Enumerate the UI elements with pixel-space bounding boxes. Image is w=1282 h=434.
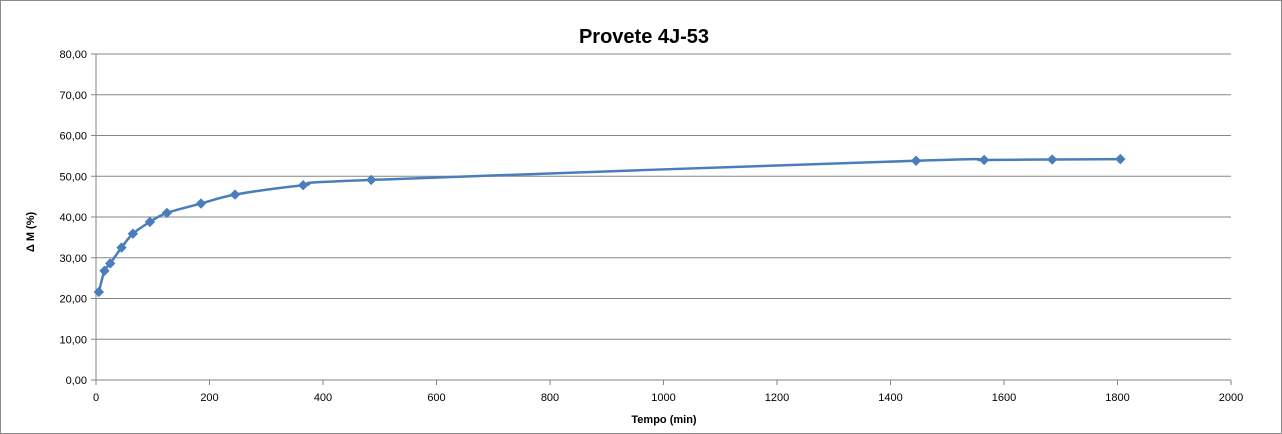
x-tick-label: 1400 [878,392,902,404]
y-tick-label: 10,00 [59,334,87,346]
y-tick-label: 40,00 [59,212,87,224]
y-tick-label: 0,00 [66,375,87,387]
data-point-marker [1115,153,1126,165]
chart-title: Provete 4J-53 [579,26,709,48]
y-tick-label: 30,00 [59,253,87,265]
data-point-marker [127,228,139,239]
y-tick-label: 50,00 [59,171,87,183]
x-tick-label: 800 [541,392,559,404]
series-line [97,157,1121,293]
data-point-marker [144,216,156,228]
data-point-marker [1047,154,1058,165]
x-axis-label: Tempo (min) [631,414,697,426]
data-point-marker [93,286,105,298]
x-tick-label: 1000 [651,392,675,404]
data-point-marker [116,242,127,253]
x-tick-label: 2000 [1219,392,1243,404]
data-point-marker [104,258,116,269]
x-tick-label: 1600 [992,392,1016,404]
x-tick-labels: 0 200 400 600 800 1000 1200 1400 1600 1800 2000 [93,392,1243,404]
data-point-marker [161,207,173,219]
data-point-marker [366,174,377,186]
data-point-marker [297,180,309,191]
y-tick-label: 70,00 [59,90,87,102]
y-axis-label: Δ M (%) [25,212,37,253]
x-tick-label: 600 [427,392,445,404]
series-markers [93,153,1126,298]
data-point-marker [229,189,241,200]
data-point-marker [910,155,922,166]
y-tick-label: 60,00 [59,131,87,143]
x-tick-label: 1800 [1105,392,1129,404]
data-point-marker [195,198,207,209]
x-tick-label: 0 [93,392,99,404]
y-tick-label: 80,00 [59,49,87,61]
grid-lines [96,53,1231,340]
axes [91,53,1232,385]
data-point-marker [978,154,990,166]
x-tick-label: 200 [200,392,218,404]
y-tick-label: 20,00 [59,294,87,306]
y-tick-labels: 0,00 10,00 20,00 30,00 40,00 50,00 60,00 70,00 8… [59,49,87,387]
data-point-marker [99,265,110,276]
x-tick-label: 400 [314,392,332,404]
x-tick-label: 1200 [765,392,789,404]
